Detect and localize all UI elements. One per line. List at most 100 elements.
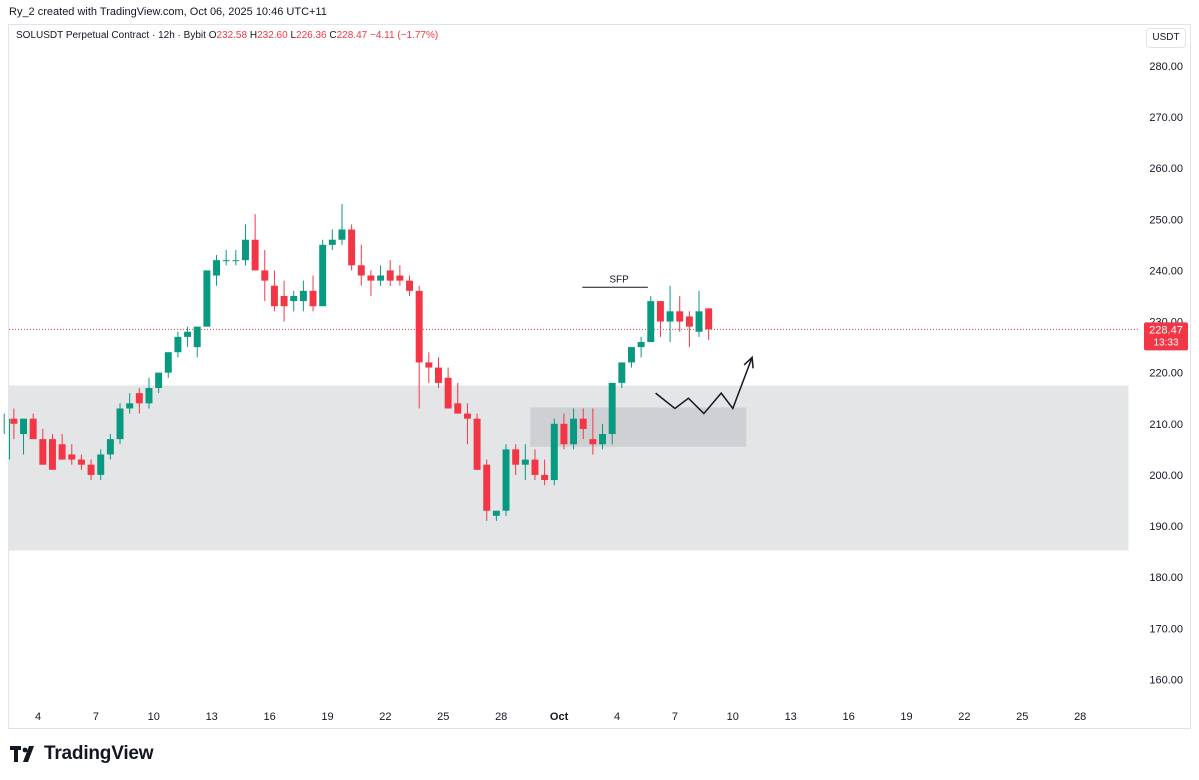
candle[interactable]: [135, 388, 143, 414]
candle[interactable]: [222, 249, 230, 266]
candle[interactable]: [213, 255, 220, 286]
candle[interactable]: [290, 290, 298, 312]
candle[interactable]: [20, 418, 27, 455]
candle[interactable]: [531, 449, 539, 481]
candle[interactable]: [49, 434, 56, 470]
candle[interactable]: [599, 423, 606, 450]
candle[interactable]: [512, 444, 520, 475]
tradingview-logo[interactable]: TradingView: [10, 743, 154, 765]
candle[interactable]: [242, 224, 249, 266]
candle[interactable]: [406, 275, 413, 296]
candle[interactable]: [579, 408, 587, 440]
candle-body: [328, 239, 336, 245]
candle[interactable]: [270, 270, 278, 312]
candle[interactable]: [319, 239, 327, 307]
candle[interactable]: [541, 459, 549, 486]
candle-body: [106, 439, 114, 455]
candle[interactable]: [502, 444, 510, 516]
candle-body: [666, 311, 674, 322]
candle[interactable]: [10, 408, 18, 440]
candle-body: [39, 439, 47, 465]
candle-body: [454, 403, 462, 414]
candle[interactable]: [299, 280, 307, 312]
candle[interactable]: [29, 413, 37, 440]
candle[interactable]: [435, 357, 442, 389]
symbol-legend[interactable]: SOLUSDT Perpetual Contract · 12h · Bybit…: [16, 30, 438, 41]
tradingview-brand-text: TradingView: [44, 743, 154, 764]
candle[interactable]: [377, 265, 385, 286]
candle[interactable]: [126, 393, 134, 414]
candle[interactable]: [174, 331, 182, 358]
candle[interactable]: [695, 290, 703, 337]
candle-body: [589, 439, 597, 445]
projection-path[interactable]: [655, 357, 753, 415]
candle[interactable]: [444, 367, 452, 409]
candle[interactable]: [608, 382, 616, 445]
candle[interactable]: [3, 413, 10, 435]
candle[interactable]: [473, 413, 481, 470]
candle[interactable]: [550, 418, 558, 486]
time-tick-label: 7: [93, 711, 99, 723]
candle[interactable]: [309, 275, 317, 312]
candle[interactable]: [68, 444, 76, 465]
candle[interactable]: [145, 377, 153, 409]
candle[interactable]: [261, 249, 269, 302]
price-tag-countdown: 13:33: [1153, 337, 1178, 348]
candle[interactable]: [338, 203, 346, 245]
candle[interactable]: [589, 408, 597, 455]
candle[interactable]: [348, 224, 356, 271]
candle[interactable]: [656, 301, 664, 337]
candle[interactable]: [705, 308, 713, 341]
candle[interactable]: [647, 295, 655, 342]
candle[interactable]: [184, 326, 192, 348]
candle[interactable]: [203, 270, 211, 327]
candle[interactable]: [328, 229, 336, 250]
candle[interactable]: [637, 336, 645, 358]
candle[interactable]: [560, 413, 568, 450]
candle[interactable]: [454, 382, 462, 414]
candle[interactable]: [483, 459, 491, 521]
candle[interactable]: [116, 403, 124, 445]
candle[interactable]: [367, 270, 375, 296]
time-axis: 4 7 10 13 16 19 22 25 28 Oct 4 7 10 13 16 19 22 25 28: [35, 711, 1086, 723]
candle[interactable]: [425, 352, 433, 383]
candle[interactable]: [106, 434, 114, 460]
candle-body: [116, 408, 124, 440]
candle[interactable]: [193, 326, 201, 358]
candle[interactable]: [97, 449, 105, 481]
candle[interactable]: [463, 403, 471, 445]
currency-button[interactable]: USDT: [1146, 28, 1186, 48]
candle[interactable]: [77, 454, 85, 470]
candle-body: [685, 316, 693, 327]
candle[interactable]: [396, 265, 404, 286]
candle[interactable]: [676, 295, 684, 332]
candle[interactable]: [521, 444, 529, 481]
candle[interactable]: [666, 285, 674, 342]
candle[interactable]: [0, 403, 10, 490]
candle[interactable]: [58, 434, 66, 460]
candle[interactable]: [386, 260, 394, 286]
candle[interactable]: [357, 244, 365, 286]
candle[interactable]: [251, 214, 259, 271]
time-tick-label: 28: [495, 711, 507, 723]
candle[interactable]: [155, 372, 163, 394]
candle[interactable]: [280, 280, 288, 322]
candle[interactable]: [87, 459, 95, 481]
chart-pane[interactable]: [8, 24, 1191, 729]
candle[interactable]: [492, 510, 500, 521]
time-tick-label: 4: [35, 711, 41, 723]
candle[interactable]: [628, 347, 635, 368]
candle-body: [406, 280, 413, 291]
candle[interactable]: [415, 285, 423, 409]
time-tick-label: 25: [437, 711, 449, 723]
candle[interactable]: [685, 311, 693, 348]
candle[interactable]: [618, 362, 626, 389]
candle-body: [367, 275, 375, 281]
time-tick-label: 19: [900, 711, 912, 723]
candle[interactable]: [232, 249, 240, 266]
candle[interactable]: [570, 408, 578, 450]
close-label: C: [329, 30, 337, 41]
candle[interactable]: [39, 428, 47, 465]
candle[interactable]: [164, 352, 172, 378]
